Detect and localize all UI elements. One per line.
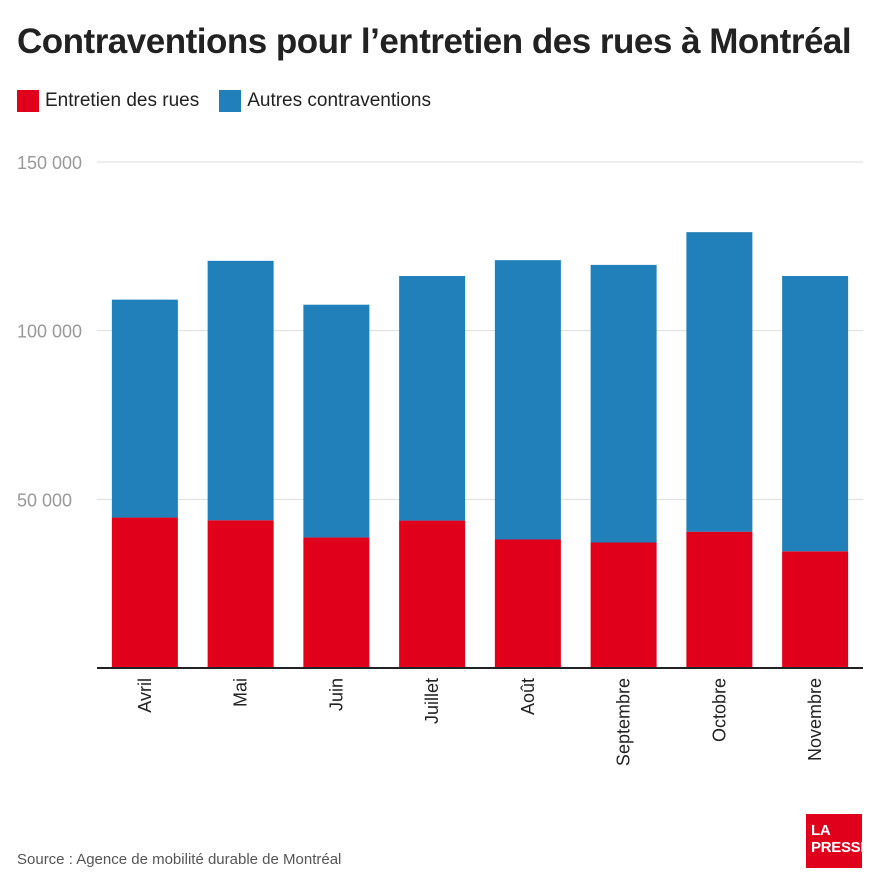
logo-line-2: PRESSE (811, 839, 871, 856)
x-tick-label-8: Novembre (805, 678, 825, 761)
bar-street-1 (111, 517, 178, 668)
legend-swatch-other (219, 90, 242, 112)
bar-street-8 (782, 551, 849, 668)
chart-title: Contraventions pour l’entretien des rues… (17, 22, 852, 61)
bar-other-4 (399, 276, 466, 521)
x-tick-label-5: Août (518, 678, 538, 715)
bar-other-6 (590, 264, 657, 543)
y-tick-label-150000: 150 000 (17, 153, 82, 173)
bar-street-6 (590, 542, 657, 668)
la-presse-logo: LA PRESSE (806, 814, 871, 868)
bar-other-1 (111, 299, 178, 518)
bar-street-7 (686, 531, 753, 668)
bar-street-4 (399, 520, 466, 668)
logo-line-1: LA (811, 822, 831, 839)
bar-chart: 50 000 100 000 150 000 Avril Mai Juin Juillet A… (17, 153, 863, 766)
bar-other-5 (494, 260, 561, 540)
bar-street-5 (494, 539, 561, 668)
x-tick-label-6: Septembre (614, 678, 634, 766)
bar-other-3 (303, 304, 370, 538)
legend-label-street: Entretien des rues (45, 90, 200, 111)
bar-other-2 (207, 260, 274, 521)
bar-other-8 (782, 276, 849, 552)
legend-item-other: Autres contraventions (219, 90, 431, 112)
y-tick-label-50000: 50 000 (17, 490, 72, 510)
source-note: Source : Agence de mobilité durable de M… (17, 851, 342, 868)
legend: Entretien des rues Autres contraventions (17, 90, 451, 112)
x-tick-label-2: Mai (231, 678, 251, 707)
legend-swatch-street (17, 90, 39, 112)
y-tick-label-100000: 100 000 (17, 322, 82, 342)
bar-other-7 (686, 232, 753, 532)
legend-item-street: Entretien des rues (17, 90, 199, 112)
bar-street-3 (303, 537, 370, 668)
x-tick-label-1: Avril (135, 678, 155, 713)
legend-label-other: Autres contraventions (247, 90, 431, 111)
x-tick-label-4: Juillet (422, 678, 442, 724)
x-tick-label-7: Octobre (709, 678, 729, 742)
x-tick-label-3: Juin (326, 678, 346, 711)
bar-street-2 (207, 520, 274, 668)
